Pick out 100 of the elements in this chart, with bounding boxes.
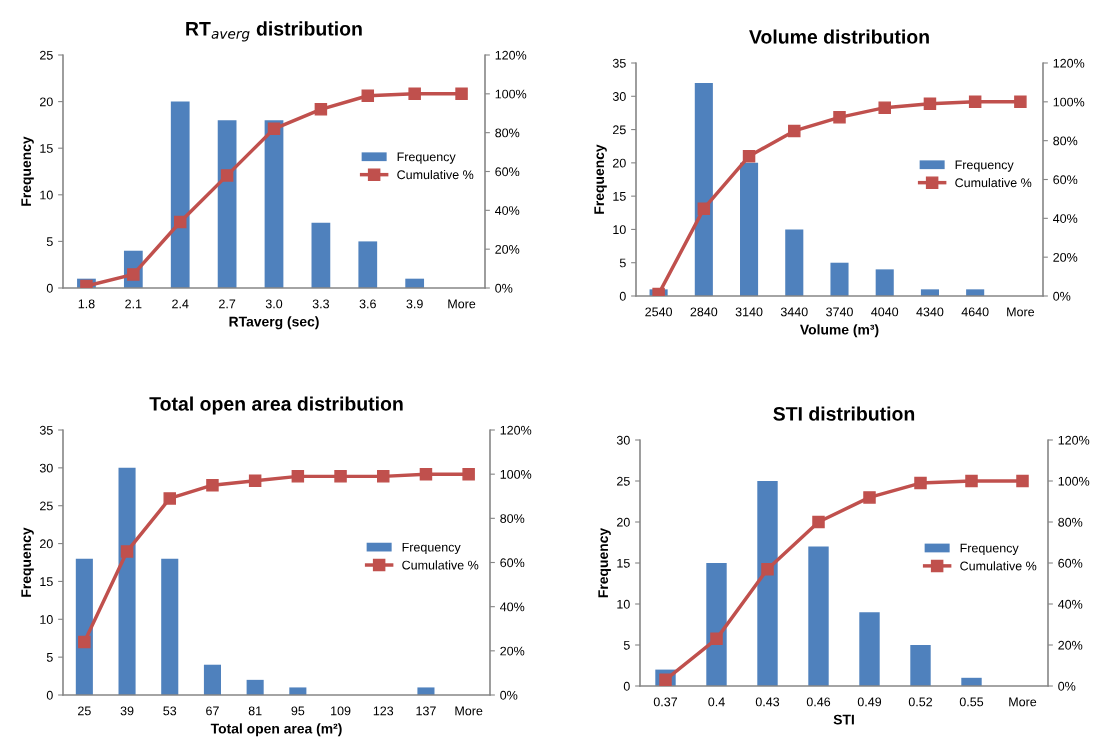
bar — [217, 120, 237, 288]
y2-tick-label: 60% — [1053, 175, 1078, 185]
x-tick-label: More — [448, 299, 476, 309]
point — [812, 515, 825, 529]
y-tick-label: 30 — [616, 435, 630, 445]
x-tick-label: 2540 — [645, 307, 673, 317]
x-tick-label: 3.6 — [359, 299, 376, 309]
chart-title: Volume distribution — [749, 29, 929, 44]
x-tick-label: 4040 — [871, 307, 899, 317]
x-tick-label: 0.46 — [806, 697, 831, 707]
bar — [757, 481, 778, 686]
x-tick-label: 2.4 — [172, 299, 189, 309]
y-tick-label: 20 — [40, 539, 53, 549]
x-tick-label: 2.1 — [125, 299, 142, 309]
x-tick-label: More — [1007, 307, 1035, 317]
y2-tick-label: 100% — [495, 89, 527, 99]
y-axis-title: Frequency — [21, 136, 34, 206]
x-tick-label: 0.43 — [755, 697, 780, 707]
x-axis-title: RTaverg (sec) — [229, 316, 319, 330]
point — [968, 95, 982, 109]
legend-label: Frequency — [955, 160, 1014, 172]
y-tick-label: 30 — [612, 92, 626, 101]
y-tick-label: 25 — [40, 501, 53, 511]
bar — [740, 162, 759, 296]
legend-label: Cumulative % — [955, 177, 1032, 188]
bar — [264, 120, 284, 288]
bar — [785, 229, 804, 296]
point — [163, 492, 177, 505]
chart-title: Total open area distribution — [149, 396, 403, 415]
x-tick-label: 0.55 — [959, 697, 984, 707]
y2-tick-label: 60% — [1058, 558, 1083, 568]
x-tick-label: 2840 — [690, 307, 718, 317]
x-tick-label: 3740 — [826, 307, 853, 317]
y2-tick-label: 80% — [495, 128, 520, 138]
x-tick-label: More — [1009, 697, 1037, 707]
y2-tick-label: 120% — [1058, 435, 1090, 445]
y-tick-label: 15 — [40, 144, 53, 153]
point — [376, 470, 390, 483]
point — [965, 474, 978, 488]
y2-tick-label: 0% — [495, 283, 513, 293]
x-tick-label: 0.4 — [708, 697, 725, 707]
x-tick-label: 4640 — [961, 307, 989, 317]
point — [334, 470, 347, 483]
y2-tick-label: 20% — [495, 244, 520, 254]
x-axis-title: STI — [833, 714, 854, 725]
x-tick-label: 67 — [206, 706, 219, 716]
y-tick-label: 20 — [617, 517, 630, 527]
y-tick-label: 5 — [623, 640, 630, 650]
y2-tick-label: 60% — [495, 167, 520, 177]
y-tick-label: 5 — [46, 237, 53, 247]
y2-tick-label: 100% — [1058, 476, 1090, 486]
y2-tick-label: 60% — [500, 558, 525, 568]
y-tick-label: 10 — [617, 599, 630, 609]
y-tick-label: 25 — [40, 50, 53, 60]
x-tick-label: 53 — [163, 706, 177, 716]
y-tick-label: 0 — [619, 291, 626, 301]
bar — [358, 241, 378, 288]
y2-tick-label: 120% — [1053, 58, 1085, 68]
point — [462, 467, 475, 481]
y-tick-label: 20 — [40, 97, 53, 107]
y2-tick-label: 40% — [1058, 599, 1083, 609]
point — [1014, 95, 1027, 109]
legend-label: Cumulative % — [402, 560, 479, 570]
bar — [289, 687, 307, 695]
point — [710, 632, 723, 646]
y-tick-label: 35 — [39, 425, 53, 435]
y-tick-label: 30 — [39, 463, 53, 473]
point — [248, 474, 262, 488]
x-tick-label: 123 — [373, 706, 394, 716]
x-tick-label: 4340 — [916, 307, 944, 317]
point — [742, 149, 756, 163]
x-tick-label: More — [455, 706, 483, 716]
y-tick-label: 25 — [617, 476, 630, 486]
y-tick-label: 10 — [40, 190, 53, 200]
x-tick-label: 3.9 — [406, 299, 423, 309]
point — [314, 103, 328, 116]
point — [206, 478, 219, 492]
x-tick-label: 1.8 — [78, 299, 95, 309]
y2-tick-label: 20% — [500, 646, 525, 656]
x-tick-label: 109 — [331, 706, 351, 716]
x-tick-label: 3140 — [735, 307, 763, 317]
bar — [694, 82, 713, 296]
point — [455, 87, 468, 101]
y-tick-label: 0 — [623, 681, 630, 691]
chart-title: RT$_{averg}$ distribution — [186, 21, 362, 42]
bar — [417, 687, 435, 695]
point — [361, 89, 375, 103]
y-tick-label: 5 — [46, 653, 53, 662]
y2-tick-label: 80% — [500, 514, 525, 523]
y-tick-label: 25 — [613, 125, 626, 135]
bar — [910, 645, 931, 686]
y-tick-label: 10 — [613, 225, 626, 235]
y2-tick-label: 40% — [1053, 214, 1078, 223]
y2-tick-label: 40% — [495, 206, 520, 215]
y-tick-label: 15 — [40, 577, 53, 587]
legend-label: Frequency — [402, 542, 461, 555]
x-tick-label: 0.49 — [857, 697, 882, 707]
legend-label: Cumulative % — [397, 169, 474, 180]
bar — [203, 664, 221, 695]
y-tick-label: 10 — [40, 615, 53, 624]
